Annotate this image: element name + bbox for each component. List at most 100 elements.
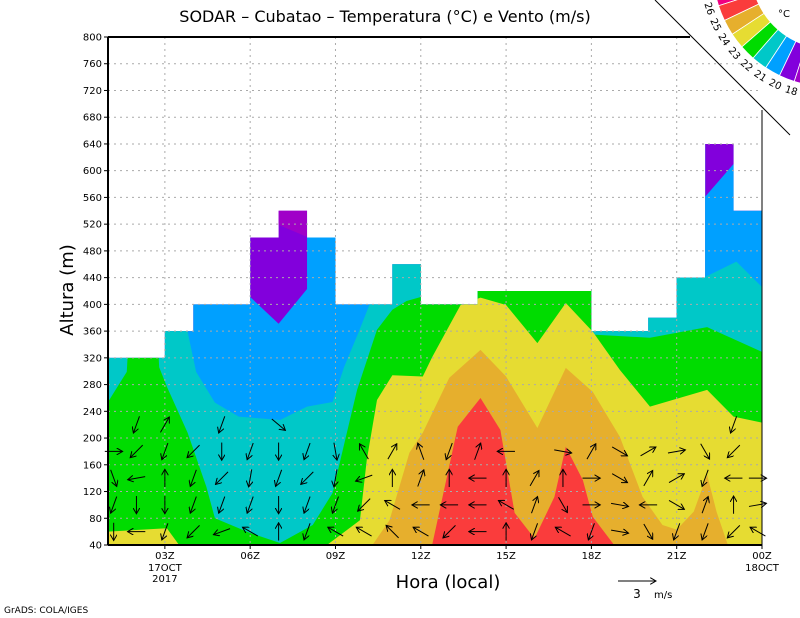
wind-arrow [748, 503, 766, 506]
wind-arrow [418, 443, 425, 460]
wind-arrow [750, 527, 766, 537]
wind-arrow [668, 474, 684, 484]
contour-region [278, 143, 308, 237]
wind-arrow [413, 527, 429, 537]
x-tick-label: 00Z [752, 551, 772, 562]
wind-arrow [701, 497, 708, 514]
colorbar-label: 18 [783, 84, 798, 98]
x-tick-date: 18OCT [745, 563, 780, 574]
wind-arrow [611, 503, 628, 506]
wind-arrow [304, 442, 311, 460]
wind-arrow [271, 418, 286, 430]
wind-arrow [130, 444, 144, 458]
wind-arrow [219, 416, 226, 433]
y-tick-label: 320 [83, 353, 102, 364]
y-tick-label: 80 [89, 514, 102, 525]
wind-arrow [667, 450, 685, 453]
colorbar-label: 21 [752, 68, 769, 84]
temperature-contours [108, 143, 762, 545]
wind-arrow [187, 444, 200, 458]
wind-arrow [356, 474, 373, 481]
wind-arrow [554, 450, 571, 453]
colorbar-swatch [793, 62, 800, 84]
wind-arrow [247, 496, 254, 514]
y-tick-label: 280 [83, 380, 102, 391]
wind-arrow [702, 469, 709, 487]
wind-arrow [386, 525, 399, 539]
vector-key: 3 m/s [618, 581, 672, 601]
y-tick-label: 680 [83, 113, 102, 124]
colorbar-label: 24 [715, 32, 731, 49]
y-tick-label: 120 [83, 487, 102, 498]
vector-key-units: m/s [654, 590, 672, 601]
wind-arrow [529, 470, 539, 487]
vector-key-value: 3 [633, 587, 641, 601]
wind-arrow [249, 469, 252, 486]
wind-arrow [611, 473, 627, 483]
y-tick-label: 480 [83, 246, 102, 257]
colorbar-label: 20 [767, 77, 783, 92]
wind-arrow [611, 530, 628, 533]
wind-arrow [215, 471, 229, 485]
wind-arrow [586, 444, 596, 460]
colorbar-label: 22 [738, 58, 755, 75]
colorbar-unit: °C [778, 9, 790, 20]
wind-arrow [162, 523, 169, 540]
wind-arrow [213, 528, 231, 535]
x-tick-label: 09Z [326, 551, 346, 562]
wind-arrow [531, 497, 537, 514]
wind-arrow [332, 496, 339, 514]
y-tick-label: 160 [83, 460, 102, 471]
wind-arrow [190, 469, 197, 487]
y-tick-label: 760 [83, 59, 102, 70]
y-tick-label: 440 [83, 273, 102, 284]
wind-arrow [276, 469, 283, 487]
wind-arrow [387, 444, 397, 460]
wind-arrow [531, 523, 539, 540]
wind-vectors [104, 416, 767, 540]
y-tick-label: 640 [83, 139, 102, 150]
wind-arrow [242, 527, 259, 537]
colorbar-label: 25 [707, 17, 722, 33]
wind-arrow [558, 496, 568, 512]
wind-arrow [611, 446, 627, 456]
wind-arrow [334, 442, 337, 460]
contour-region [432, 397, 615, 545]
wind-arrow [588, 523, 595, 540]
y-tick-label: 720 [83, 86, 102, 97]
y-tick-label: 400 [83, 300, 102, 311]
wind-arrow [555, 527, 571, 537]
y-tick-label: 520 [83, 220, 102, 231]
wind-arrow [643, 470, 653, 487]
x-tick-label: 18Z [582, 551, 602, 562]
wind-arrow [187, 525, 200, 538]
grid-lines [108, 37, 762, 545]
wind-arrow [443, 525, 456, 538]
y-tick-label: 200 [83, 434, 102, 445]
x-tick-label: 06Z [240, 551, 260, 562]
grads-credit: GrADS: COLA/IGES [4, 606, 88, 616]
y-tick-label: 600 [83, 166, 102, 177]
y-tick-label: 40 [89, 541, 102, 552]
wind-arrow [247, 442, 254, 460]
wind-arrow [358, 498, 371, 512]
wind-arrow [356, 527, 372, 537]
wind-arrow [133, 416, 140, 433]
x-tick-label: 12Z [411, 551, 431, 562]
x-axis-label: Hora (local) [396, 572, 501, 593]
wind-arrow [474, 443, 481, 460]
wind-arrow [110, 469, 117, 487]
colorbar-divider [654, 0, 791, 136]
x-tick-date: 17OCT [148, 563, 183, 574]
wind-arrow [385, 500, 401, 510]
wind-arrow [417, 470, 424, 487]
x-tick-label: 21Z [667, 551, 687, 562]
colorbar-label: 23 [726, 45, 743, 62]
y-tick-label: 240 [83, 407, 102, 418]
wind-arrow [128, 477, 146, 480]
x-tick-label: 03Z [155, 551, 175, 562]
wind-arrow [334, 469, 337, 486]
y-tick-label: 360 [83, 327, 102, 338]
